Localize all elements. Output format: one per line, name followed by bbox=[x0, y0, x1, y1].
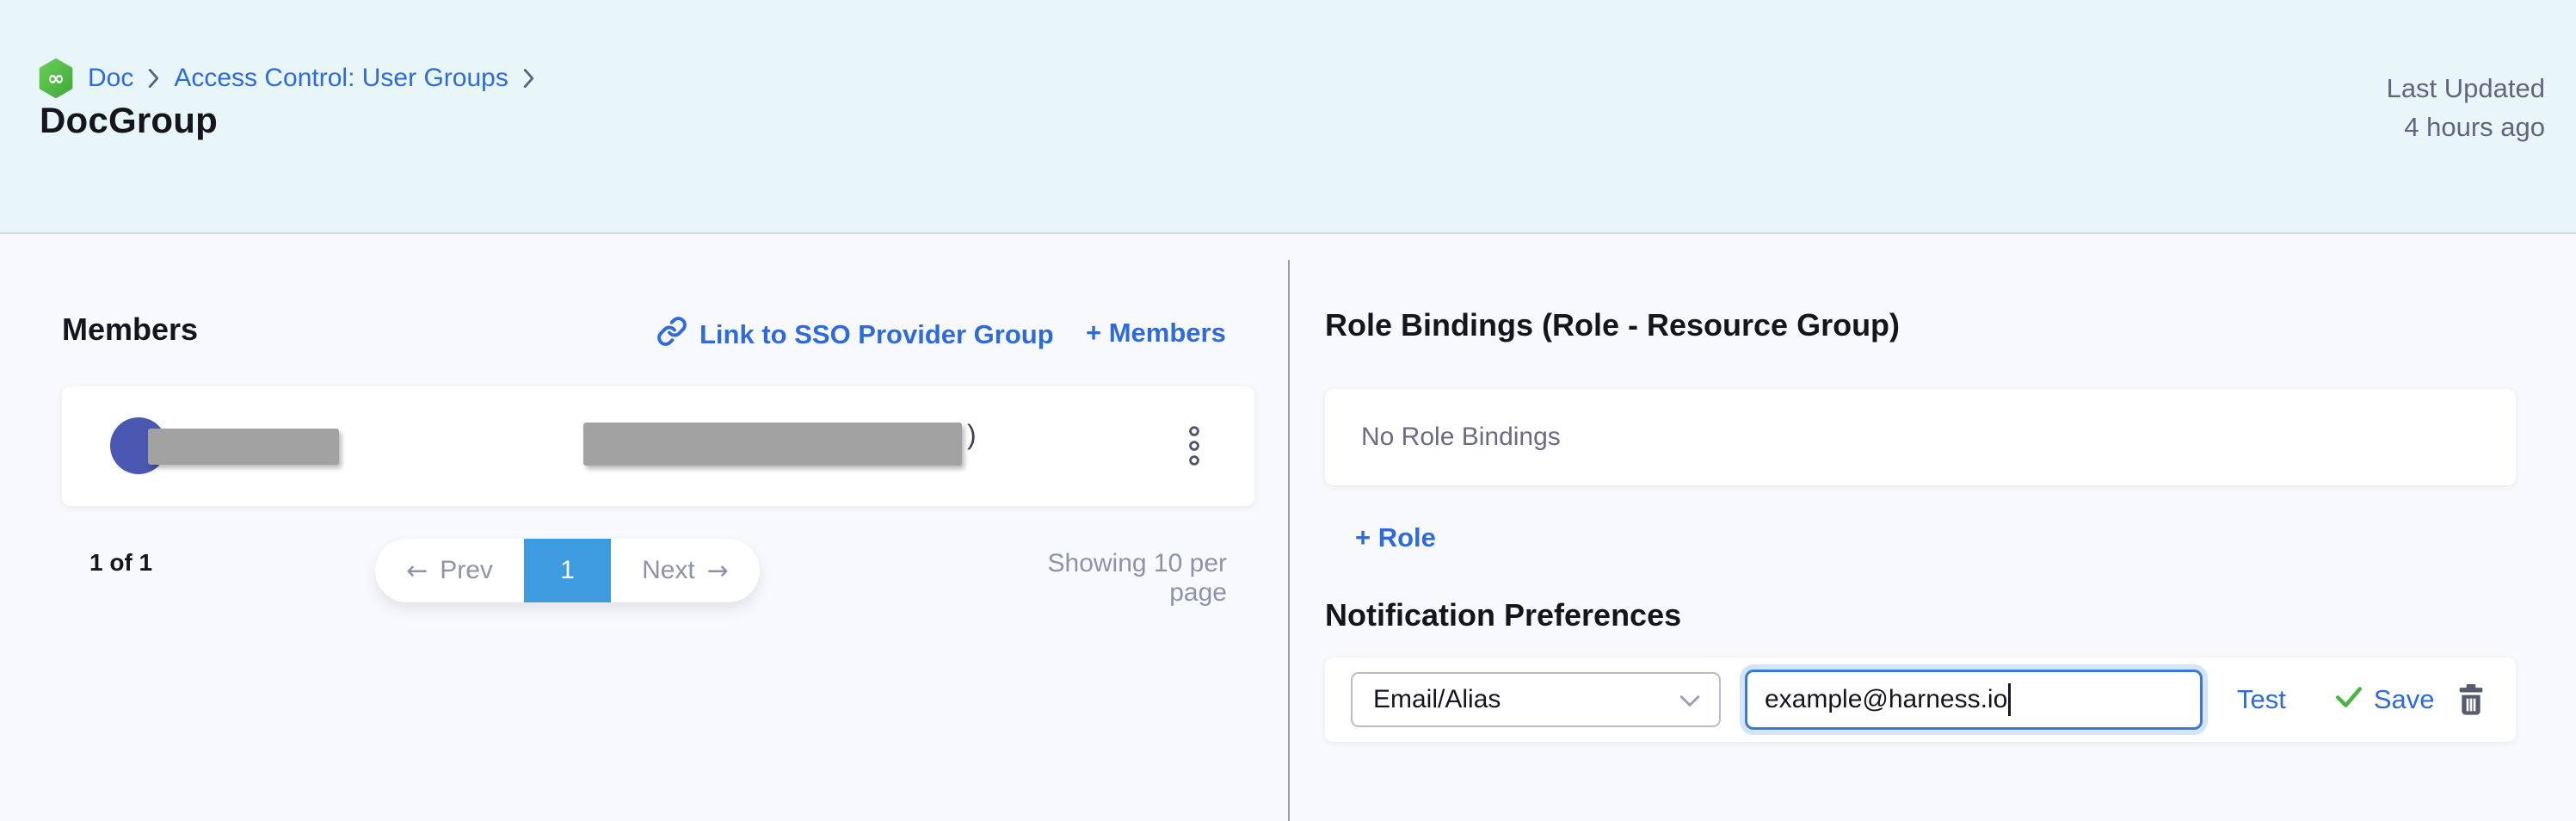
member-row-menu-button[interactable] bbox=[1177, 421, 1211, 471]
notification-preference-row: Email/Alias example@harness.io Test Save bbox=[1325, 657, 2516, 742]
showing-per-page: Showing 10 per page bbox=[1047, 549, 1227, 607]
sso-link-label: Link to SSO Provider Group bbox=[699, 319, 1054, 349]
email-input[interactable]: example@harness.io bbox=[1745, 670, 2203, 730]
members-heading: Members bbox=[62, 312, 199, 347]
last-updated-label: Last Updated bbox=[2386, 73, 2545, 103]
test-button[interactable]: Test bbox=[2237, 684, 2286, 714]
email-input-value: example@harness.io bbox=[1765, 685, 2008, 713]
role-bindings-empty-card: No Role Bindings bbox=[1325, 389, 2516, 485]
member-row: ) bbox=[62, 386, 1254, 506]
no-role-bindings-text: No Role Bindings bbox=[1361, 423, 1561, 451]
last-updated-value: 4 hours ago bbox=[2404, 112, 2545, 142]
next-page-button[interactable]: Next → bbox=[611, 539, 760, 602]
notification-preferences-heading: Notification Preferences bbox=[1325, 597, 1682, 633]
prev-label: Prev bbox=[440, 556, 493, 584]
breadcrumb: ∞ Doc Access Control: User Groups bbox=[38, 59, 535, 98]
last-updated: Last Updated 4 hours ago bbox=[2387, 69, 2545, 146]
check-icon bbox=[2334, 682, 2363, 718]
svg-text:∞: ∞ bbox=[47, 66, 65, 90]
channel-select-value: Email/Alias bbox=[1373, 685, 1501, 713]
kebab-menu-icon bbox=[1189, 426, 1199, 466]
page-count: 1 of 1 bbox=[89, 549, 153, 576]
breadcrumb-link-doc[interactable]: Doc bbox=[88, 64, 134, 92]
arrow-left-icon: ← bbox=[406, 555, 428, 586]
link-icon bbox=[656, 316, 687, 354]
text-caret bbox=[2008, 683, 2012, 716]
channel-select[interactable]: Email/Alias bbox=[1351, 672, 1721, 727]
page-header: ∞ Doc Access Control: User Groups DocGro… bbox=[0, 0, 2576, 234]
trash-icon bbox=[2459, 684, 2482, 715]
redacted-member-name bbox=[148, 429, 339, 465]
delete-notification-button[interactable] bbox=[2457, 683, 2485, 716]
main-content: Members Link to SSO Provider Group + Mem… bbox=[0, 236, 2576, 821]
add-members-button[interactable]: + Members bbox=[1086, 318, 1226, 348]
page-1-button[interactable]: 1 bbox=[524, 539, 611, 602]
page-title: DocGroup bbox=[40, 100, 218, 140]
redacted-email-suffix: ) bbox=[967, 419, 977, 450]
pagination: ← Prev 1 Next → bbox=[375, 539, 760, 602]
prev-page-button[interactable]: ← Prev bbox=[375, 539, 524, 602]
arrow-right-icon: → bbox=[706, 555, 729, 586]
link-to-sso-provider-group-button[interactable]: Link to SSO Provider Group bbox=[656, 316, 1054, 354]
next-label: Next bbox=[642, 556, 695, 584]
add-role-button[interactable]: + Role bbox=[1355, 522, 1436, 552]
chevron-right-icon bbox=[522, 67, 535, 90]
panel-divider bbox=[1288, 260, 1290, 821]
role-bindings-heading: Role Bindings (Role - Resource Group) bbox=[1325, 307, 1901, 343]
save-label: Save bbox=[2373, 684, 2435, 714]
redacted-member-email bbox=[583, 423, 962, 466]
chevron-right-icon bbox=[147, 67, 160, 90]
breadcrumb-link-user-groups[interactable]: Access Control: User Groups bbox=[174, 64, 508, 92]
members-panel: Members Link to SSO Provider Group + Mem… bbox=[0, 236, 1288, 821]
project-logo-icon: ∞ bbox=[38, 59, 74, 98]
role-bindings-panel: Role Bindings (Role - Resource Group) No… bbox=[1288, 236, 2576, 821]
save-button[interactable]: Save bbox=[2334, 682, 2435, 718]
chevron-down-icon bbox=[1679, 685, 1700, 714]
